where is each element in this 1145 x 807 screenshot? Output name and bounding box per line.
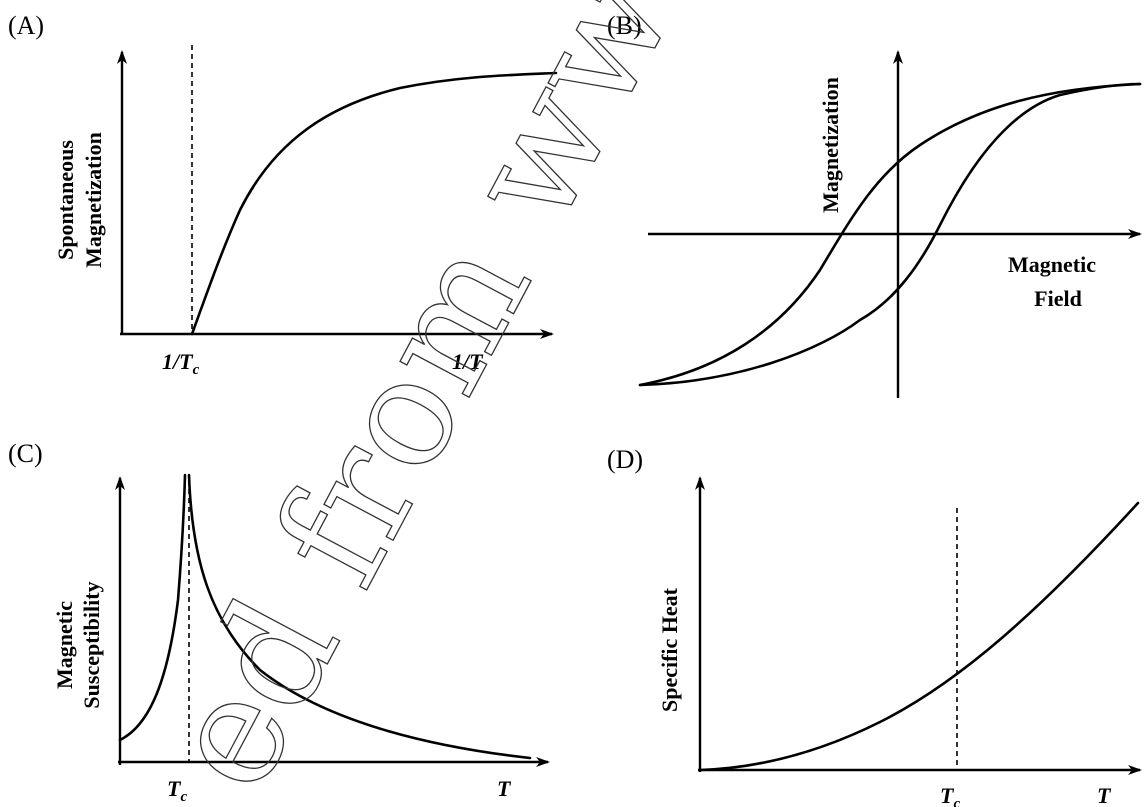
magnetization-curve <box>190 71 558 336</box>
hysteresis-lower-branch <box>638 82 1142 387</box>
y-label-c-line1: Magnetic <box>52 601 77 689</box>
panel-a: (A) Spontaneous Magnetization 1/Tc 1/T <box>8 11 558 378</box>
panel-label-b: (B) <box>607 11 642 40</box>
x-tick-tc-c: Tc <box>167 776 187 805</box>
hysteresis-upper-branch <box>638 82 1142 387</box>
y-label-a-line1: Spontaneous <box>53 140 78 260</box>
x-label-c: T <box>497 776 512 801</box>
susceptibility-right-branch <box>187 473 532 760</box>
y-label-d: Specific Heat <box>657 587 682 712</box>
panel-label-d: (D) <box>607 445 643 474</box>
x-tick-tc-a: 1/Tc <box>162 349 200 378</box>
x-label-d: T <box>1097 783 1112 807</box>
y-label-c-line2: Susceptibility <box>79 581 104 708</box>
panel-label-a: (A) <box>8 11 44 40</box>
susceptibility-left-branch <box>118 473 187 742</box>
x-label-a: 1/T <box>452 349 484 374</box>
y-label-a-line2: Magnetization <box>81 132 106 268</box>
panel-label-c: (C) <box>8 439 43 468</box>
panel-b: (B) Magnetization Magnetic Field <box>607 11 1142 398</box>
y-label-b: Magnetization <box>818 77 843 213</box>
panel-c: (C) Magnetic Susceptibility Tc T <box>8 439 550 805</box>
panel-d: (D) Specific Heat Tc T <box>607 445 1142 807</box>
specific-heat-curve <box>698 501 1140 772</box>
x-label-b-line1: Magnetic <box>1008 252 1096 277</box>
x-label-b-line2: Field <box>1034 286 1082 311</box>
x-tick-tc-d: Tc <box>940 783 960 807</box>
